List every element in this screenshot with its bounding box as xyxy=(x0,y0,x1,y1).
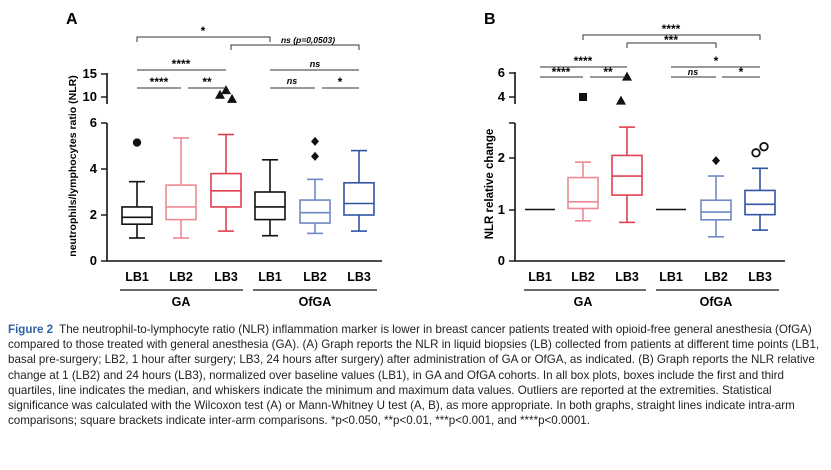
box-a-ofga-lb3 xyxy=(343,149,375,232)
panel-b-sig-ofga-lb2-lb3: * xyxy=(739,65,744,79)
panel-b-sig-inter-second: *** xyxy=(664,33,678,47)
outlier-b-ofga-lb3-1 xyxy=(759,141,769,152)
box-b-ofga-lb3 xyxy=(744,141,776,231)
panel-a-sig-ofga-lb2-lb3: * xyxy=(338,75,343,89)
box-a-ofga-lb1 xyxy=(254,159,286,237)
panel-a-xlabel-ga-lb3: LB3 xyxy=(214,270,238,284)
panel-b-significance xyxy=(540,34,761,78)
panel-b-ytick-1: 1 xyxy=(498,202,505,217)
panel-a-xlabel-ofga-lb3: LB3 xyxy=(347,270,371,284)
panel-b-label: B xyxy=(484,11,496,28)
box-a-ga-lb1 xyxy=(121,138,153,239)
panel-b-group-ga: GA xyxy=(574,295,593,309)
caption-text: The neutrophil-to-lymphocyte ratio (NLR)… xyxy=(8,323,820,428)
panel-a-significance xyxy=(136,36,360,89)
panel-b-xlabel-ga-lb2: LB2 xyxy=(571,270,595,284)
iqr-box-a-ga-lb1 xyxy=(121,206,153,225)
panel-b-x-labels: LB1 LB2 LB3 LB1 LB2 LB3 xyxy=(528,270,772,284)
panel-a-sig-ga-lb1-lb3: **** xyxy=(172,57,191,71)
panel-a-xlabel-ofga-lb1: LB1 xyxy=(258,270,282,284)
panel-a-sig-ofga-lb1-lb3: ns xyxy=(310,59,321,69)
iqr-box-b-ga-lb2 xyxy=(567,176,599,210)
panel-a-sig-ga-lb1-lb2: **** xyxy=(150,75,169,89)
box-a-ga-lb3 xyxy=(210,85,242,232)
panel-a-xlabel-ga-lb1: LB1 xyxy=(125,270,149,284)
panel-b-ytick-2: 2 xyxy=(498,150,505,165)
panel-a-ytick-15: 15 xyxy=(83,66,97,81)
panel-a-ylabel: neutrophils/lymphocytes ratio (NLR) xyxy=(67,75,79,256)
panel-a-ytick-0: 0 xyxy=(90,253,97,268)
box-a-ga-lb2 xyxy=(165,137,197,239)
panel-b-group-ofga: OfGA xyxy=(700,295,733,309)
panel-b-xlabel-ofga-lb2: LB2 xyxy=(704,270,728,284)
panel-b-sig-ofga-lb1-lb2: ns xyxy=(688,67,699,77)
panel-a-sig-top: * xyxy=(201,24,206,38)
box-b-ga-lb3 xyxy=(611,71,643,224)
panel-a-boxes xyxy=(121,85,375,239)
box-b-ofga-lb2 xyxy=(700,156,732,238)
outlier-a-ga-lb3-2 xyxy=(227,93,237,103)
panel-b-sig-ga-lb1-lb2: **** xyxy=(552,65,571,79)
panel-a: A neutrophils/lymphocytes ratio (NLR) 0 … xyxy=(66,11,382,309)
figure-svg: A neutrophils/lymphocytes ratio (NLR) 0 … xyxy=(66,11,785,309)
outlier-b-ga-lb2-0 xyxy=(579,93,587,101)
panel-b-ytick-0: 0 xyxy=(498,253,505,268)
outlier-b-ofga-lb2-0 xyxy=(712,156,720,166)
box-b-ga-lb2 xyxy=(567,93,599,222)
outlier-a-ga-lb3-1 xyxy=(221,85,231,95)
figure-2: A neutrophils/lymphocytes ratio (NLR) 0 … xyxy=(66,11,785,309)
panel-a-sig-ofga-lb1-lb2: ns xyxy=(287,76,298,86)
outlier-b-ga-lb3-0 xyxy=(616,95,626,105)
panel-b-xlabel-ofga-lb1: LB1 xyxy=(659,270,683,284)
caption-label: Figure 2 xyxy=(8,323,54,336)
outlier-b-ga-lb3-1 xyxy=(622,71,632,81)
panel-b-ytick-6: 6 xyxy=(498,65,505,80)
panel-a-ytick-4: 4 xyxy=(90,161,98,176)
iqr-box-a-ga-lb2 xyxy=(165,184,197,221)
iqr-box-a-ofga-lb3 xyxy=(343,182,375,216)
iqr-box-b-ofga-lb3 xyxy=(744,189,776,216)
panel-b-xlabel-ga-lb1: LB1 xyxy=(528,270,552,284)
panel-a-ytick-10: 10 xyxy=(83,89,97,104)
panel-b: B NLR relative change 0 1 2 4 6 LB1 xyxy=(484,11,785,309)
iqr-box-a-ofga-lb1 xyxy=(254,191,286,221)
box-a-ofga-lb2 xyxy=(299,136,331,235)
panel-b-sig-ofga-lb1-lb3: * xyxy=(714,54,719,68)
outlier-a-ga-lb3-0 xyxy=(215,89,225,99)
outlier-a-ga-lb1-0 xyxy=(132,138,142,147)
panel-a-group-ofga: OfGA xyxy=(299,295,332,309)
outlier-a-ofga-lb2-1 xyxy=(311,136,319,146)
panel-b-xlabel-ofga-lb3: LB3 xyxy=(748,270,772,284)
panel-a-xlabel-ofga-lb2: LB2 xyxy=(303,270,327,284)
panel-a-group-ga: GA xyxy=(172,295,191,309)
outlier-b-ofga-lb3-0 xyxy=(751,148,761,158)
panel-b-sig-ga-lb2-lb3: ** xyxy=(603,65,613,79)
panel-b-xlabel-ga-lb3: LB3 xyxy=(615,270,639,284)
outlier-a-ofga-lb2-0 xyxy=(311,151,319,161)
panel-a-y-ticks: 0 2 4 6 10 15 xyxy=(83,66,107,268)
panel-a-sig-inter-second: ns (p=0,0503) xyxy=(281,35,335,45)
figure-caption: Figure 2 The neutrophil-to-lymphocyte rat… xyxy=(8,322,823,428)
panel-a-ytick-6: 6 xyxy=(90,115,97,130)
panel-b-boxes xyxy=(525,71,776,238)
panel-b-ytick-4: 4 xyxy=(498,89,506,104)
panel-b-sig-top: **** xyxy=(662,22,681,36)
iqr-box-b-ofga-lb2 xyxy=(700,199,732,221)
panel-b-ylabel: NLR relative change xyxy=(484,129,496,240)
panel-b-y-ticks: 0 1 2 4 6 xyxy=(498,65,515,268)
panel-a-label: A xyxy=(66,11,78,28)
panel-a-ytick-2: 2 xyxy=(90,207,97,222)
panel-a-sig-ga-lb2-lb3: ** xyxy=(202,75,212,89)
panel-a-xlabel-ga-lb2: LB2 xyxy=(169,270,193,284)
panel-b-sig-ga-lb1-lb3: **** xyxy=(574,54,593,68)
panel-a-x-labels: LB1 LB2 LB3 LB1 LB2 LB3 xyxy=(125,270,371,284)
iqr-box-a-ofga-lb2 xyxy=(299,199,331,224)
